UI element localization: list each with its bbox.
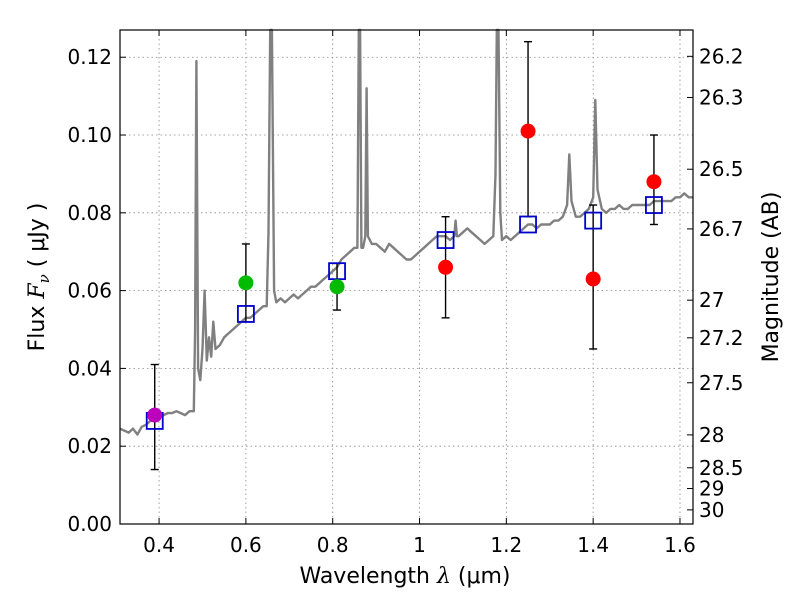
x-axis-title-prefix: Wavelength — [299, 564, 437, 589]
x-tick-label: 0.4 — [143, 533, 175, 557]
right-tick-label: 27 — [699, 288, 724, 312]
observed-point — [520, 123, 536, 139]
observed-point — [147, 407, 163, 423]
right-tick-label: 26.3 — [699, 85, 744, 109]
observed-point — [585, 271, 601, 287]
model-photometry-box — [645, 196, 663, 214]
y-tick-label: 0.12 — [67, 45, 112, 69]
y-tick-label: 0.02 — [67, 434, 112, 458]
right-tick-label: 26.7 — [699, 217, 744, 241]
right-tick-label: 28 — [699, 423, 724, 447]
x-axis-title-unit: (μm) — [451, 564, 511, 589]
y-axis-title-unit: ( μJy ) — [25, 203, 50, 275]
model-spectrum-line — [119, 28, 693, 436]
model-photometry-box — [236, 305, 255, 323]
right-tick-label: 27.2 — [699, 326, 744, 350]
observed-point — [438, 259, 454, 275]
right-tick-label: 26.5 — [699, 157, 744, 181]
x-axis-title: Wavelength λ (μm) — [299, 564, 510, 589]
x-tick-label: 1.4 — [577, 533, 609, 557]
spectrum-layer — [119, 28, 693, 436]
y-axis-title-symbol: F — [25, 283, 50, 300]
tick-layer — [120, 30, 693, 525]
errorbar-layer — [150, 40, 658, 471]
model-photometry-box — [328, 262, 346, 281]
observed-point — [329, 279, 345, 295]
observed-points-layer — [147, 123, 662, 423]
observed-point — [238, 275, 254, 291]
model-photometry-box — [519, 215, 537, 234]
y-tick-label: 0.10 — [67, 123, 112, 147]
model-photometry-layer — [145, 196, 663, 430]
x-tick-label: 1.2 — [490, 533, 522, 557]
y-axis-title-prefix: Flux — [25, 299, 50, 352]
right-tick-label: 28.5 — [699, 456, 744, 480]
x-tick-label: 1.6 — [664, 533, 696, 557]
right-tick-label: 30 — [699, 498, 724, 522]
tick-label-layer: 0.4 0.6 0.8 1 1.2 1.4 1.6 0.00 0.02 0.04 0.06 0.08 0… — [67, 44, 743, 557]
y-tick-label: 0.08 — [67, 201, 112, 225]
y-tick-label: 0.04 — [67, 356, 112, 380]
x-axis-title-symbol: λ — [436, 564, 451, 589]
x-tick-label: 1 — [413, 533, 426, 557]
right-tick-label: 27.5 — [699, 371, 744, 395]
model-photometry-box — [436, 231, 455, 249]
x-tick-label: 0.6 — [230, 533, 262, 557]
y-axis-title: Flux Fν ( μJy ) — [25, 203, 53, 352]
right-tick-label: 29 — [699, 477, 724, 501]
x-tick-label: 0.8 — [317, 533, 349, 557]
right-tick-label: 26.2 — [699, 44, 744, 68]
model-photometry-box — [584, 211, 603, 230]
y-tick-label: 0.00 — [67, 512, 112, 536]
y-tick-label: 0.06 — [67, 279, 112, 303]
y-axis-title-subscript: ν — [35, 274, 53, 283]
right-axis-title: Magnitude (AB) — [759, 192, 784, 363]
plot-frame — [119, 29, 694, 525]
grid-layer — [120, 30, 693, 524]
observed-point — [646, 174, 662, 190]
